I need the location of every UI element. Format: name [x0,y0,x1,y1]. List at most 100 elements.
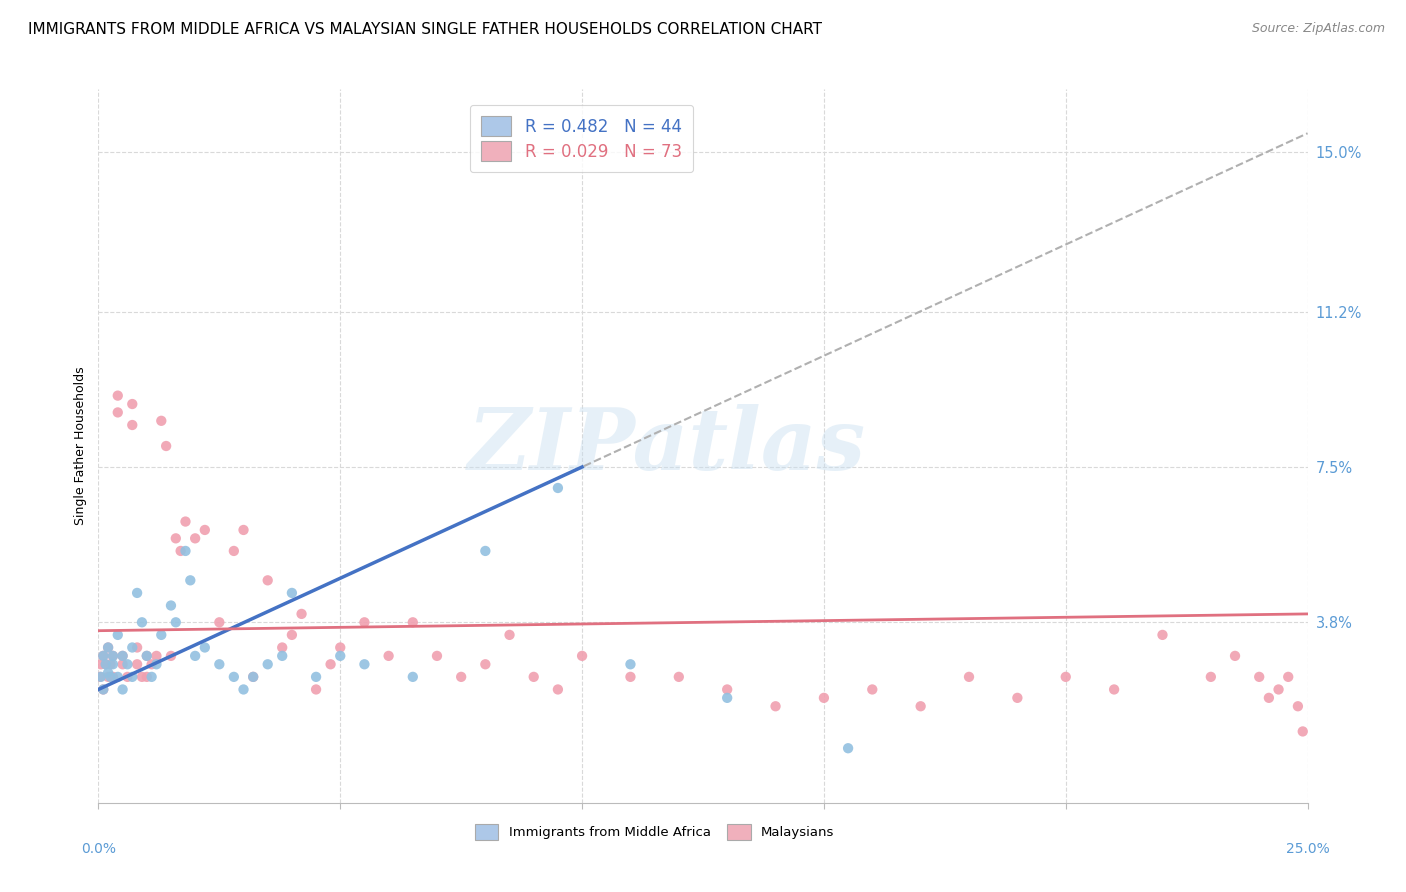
Legend: Immigrants from Middle Africa, Malaysians: Immigrants from Middle Africa, Malaysian… [468,818,841,847]
Point [89,670,111,684]
Point [111,648,134,663]
Point [1007,690,1029,705]
Point [169,544,191,558]
Point [271,648,294,663]
Point [97,640,120,655]
Point [121,397,143,411]
Point [135,648,157,663]
Point [101,648,124,663]
Point [208,615,231,630]
Point [101,657,124,672]
Point [100,670,122,684]
Point [377,648,399,663]
Point [498,628,520,642]
Point [619,657,641,672]
Point [474,544,496,558]
Point [571,648,593,663]
Point [329,648,352,663]
Point [547,481,569,495]
Point [910,699,932,714]
Point [121,417,143,432]
Point [184,648,207,663]
Point [117,670,139,684]
Point [91,682,114,697]
Text: Source: ZipAtlas.com: Source: ZipAtlas.com [1251,22,1385,36]
Point [281,586,304,600]
Point [131,670,153,684]
Point [765,699,787,714]
Point [111,682,134,697]
Point [111,648,134,663]
Point [194,640,217,655]
Point [305,670,328,684]
Point [155,439,177,453]
Point [127,640,149,655]
Point [1249,670,1271,684]
Point [97,665,120,680]
Point [523,670,546,684]
Point [91,682,114,697]
Point [1257,690,1279,705]
Point [232,523,254,537]
Point [402,615,425,630]
Point [94,657,117,672]
Point [90,670,112,684]
Point [271,640,294,655]
Point [174,515,197,529]
Point [813,690,835,705]
Point [329,640,352,655]
Point [194,523,217,537]
Point [121,640,143,655]
Point [90,657,112,672]
Point [222,670,245,684]
Point [121,670,143,684]
Point [1102,682,1125,697]
Point [107,628,129,642]
Point [97,640,120,655]
Point [208,657,231,672]
Point [1267,682,1289,697]
Point [222,544,245,558]
Point [353,657,375,672]
Point [1054,670,1077,684]
Point [127,657,149,672]
Point [145,657,167,672]
Point [184,532,207,546]
Point [107,670,129,684]
Point [91,648,114,663]
Text: ZIPatlas: ZIPatlas [468,404,866,488]
Point [281,628,304,642]
Point [474,657,496,672]
Point [232,682,254,697]
Point [117,657,139,672]
Point [837,741,859,756]
Point [1223,648,1246,663]
Point [426,648,449,663]
Y-axis label: Single Father Households: Single Father Households [75,367,87,525]
Point [256,574,278,588]
Point [165,615,187,630]
Point [135,670,157,684]
Point [179,574,201,588]
Point [101,670,124,684]
Point [107,389,129,403]
Point [94,657,117,672]
Point [242,670,264,684]
Point [860,682,883,697]
Point [141,657,163,672]
Point [1152,628,1174,642]
Point [1199,670,1222,684]
Point [450,670,472,684]
Point [619,670,641,684]
Point [127,586,149,600]
Point [135,648,157,663]
Point [716,682,738,697]
Text: IMMIGRANTS FROM MIDDLE AFRICA VS MALAYSIAN SINGLE FATHER HOUSEHOLDS CORRELATION : IMMIGRANTS FROM MIDDLE AFRICA VS MALAYSI… [28,22,823,37]
Point [242,670,264,684]
Point [101,648,124,663]
Point [100,657,122,672]
Point [131,615,153,630]
Point [305,682,328,697]
Point [1286,699,1309,714]
Point [1292,724,1315,739]
